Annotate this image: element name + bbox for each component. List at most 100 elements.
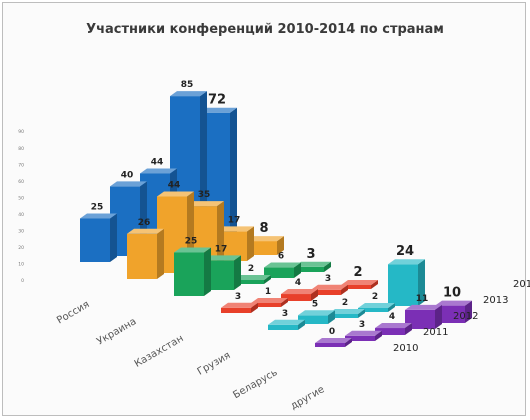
bar-top bbox=[345, 330, 382, 336]
data-label: 6 bbox=[278, 252, 284, 262]
bar bbox=[298, 315, 328, 324]
category-label: Беларусь bbox=[231, 367, 279, 401]
bar bbox=[294, 266, 324, 272]
data-label: 44 bbox=[168, 180, 181, 190]
bar bbox=[264, 267, 294, 278]
data-label: 24 bbox=[396, 244, 414, 259]
data-label: 26 bbox=[138, 218, 151, 228]
bar-top bbox=[388, 259, 425, 265]
bar-side bbox=[110, 213, 117, 262]
bar-top bbox=[405, 304, 442, 310]
data-label: 1 bbox=[265, 287, 271, 297]
y-tick-label: 80 bbox=[18, 146, 24, 152]
data-label: 3 bbox=[359, 320, 365, 330]
bar-top bbox=[251, 298, 288, 303]
data-label: 44 bbox=[151, 157, 164, 167]
data-label: 11 bbox=[416, 294, 429, 304]
bar-side bbox=[204, 247, 211, 296]
bar-top bbox=[435, 300, 472, 306]
data-label: 0 bbox=[329, 327, 335, 337]
bar-top bbox=[247, 236, 284, 242]
y-tick-label: 0 bbox=[21, 278, 24, 284]
y-tick-label: 90 bbox=[18, 129, 24, 135]
data-label: 17 bbox=[228, 215, 241, 225]
bar-top bbox=[234, 275, 271, 280]
bar bbox=[221, 307, 251, 313]
data-label: 2 bbox=[248, 264, 254, 274]
bar bbox=[405, 309, 435, 329]
bar-side bbox=[418, 259, 425, 306]
bar bbox=[174, 252, 204, 296]
y-tick-label: 10 bbox=[18, 261, 24, 267]
y-tick-label: 40 bbox=[18, 212, 24, 218]
series-label: 2013 bbox=[483, 295, 508, 306]
bar-top bbox=[221, 302, 258, 308]
bar-top bbox=[281, 289, 318, 295]
data-label: 2 bbox=[372, 292, 378, 302]
bar-top bbox=[157, 191, 194, 197]
bar-side bbox=[298, 319, 305, 330]
bar-side bbox=[157, 228, 164, 279]
bar-top bbox=[298, 310, 335, 316]
bar-side bbox=[251, 302, 258, 313]
bar bbox=[234, 280, 264, 284]
y-tick-label: 50 bbox=[18, 195, 24, 201]
bar bbox=[127, 233, 157, 279]
bar-top bbox=[110, 181, 147, 187]
bar bbox=[281, 294, 311, 301]
bar bbox=[435, 305, 465, 323]
bar-side bbox=[234, 255, 241, 290]
bar-top bbox=[264, 262, 301, 268]
bar-side bbox=[345, 338, 352, 347]
bar-side bbox=[328, 310, 335, 324]
bar bbox=[80, 218, 110, 262]
bar bbox=[311, 289, 341, 295]
data-label: 10 bbox=[443, 286, 461, 301]
bar-side bbox=[435, 304, 442, 329]
series-label: 2014 bbox=[513, 279, 530, 290]
bar-side bbox=[341, 284, 348, 295]
bar bbox=[251, 303, 281, 307]
data-label: 4 bbox=[389, 312, 395, 322]
data-label: 35 bbox=[198, 190, 211, 200]
bar-top bbox=[315, 338, 352, 343]
series-label: 2012 bbox=[453, 311, 478, 322]
category-label: Казахстан bbox=[133, 333, 186, 370]
data-label: 3 bbox=[235, 292, 241, 302]
bar bbox=[345, 335, 375, 341]
data-label: 17 bbox=[215, 244, 228, 254]
data-label: 3 bbox=[306, 247, 315, 262]
bar bbox=[247, 241, 277, 255]
data-label: 2 bbox=[342, 298, 348, 308]
bar-top bbox=[174, 247, 211, 253]
bar-side bbox=[217, 201, 224, 267]
data-label: 40 bbox=[121, 170, 134, 180]
data-label: 3 bbox=[325, 274, 331, 284]
bar-top bbox=[358, 303, 395, 308]
bar-side bbox=[277, 236, 284, 255]
data-label: 25 bbox=[91, 203, 104, 213]
bar-side bbox=[324, 261, 331, 272]
data-label: 8 bbox=[259, 221, 268, 236]
y-tick-label: 70 bbox=[18, 162, 24, 168]
bar bbox=[358, 308, 388, 312]
bar-top bbox=[311, 284, 348, 290]
bar bbox=[341, 285, 371, 289]
bar-side bbox=[465, 300, 472, 323]
bar-side bbox=[375, 330, 382, 341]
bar-top bbox=[217, 226, 254, 232]
bar-top bbox=[200, 107, 237, 113]
category-label: Грузия bbox=[196, 350, 233, 378]
bar-top bbox=[328, 309, 365, 314]
bar-top bbox=[268, 319, 305, 325]
bar-top bbox=[80, 213, 117, 219]
bar-top bbox=[204, 255, 241, 261]
series-label: 2010 bbox=[393, 343, 418, 354]
y-tick-label: 60 bbox=[18, 179, 24, 185]
category-label: другие bbox=[289, 384, 327, 412]
y-tick-label: 30 bbox=[18, 228, 24, 234]
chart-frame bbox=[2, 2, 526, 416]
bar-top bbox=[341, 280, 378, 285]
series-label: 2011 bbox=[423, 327, 448, 338]
